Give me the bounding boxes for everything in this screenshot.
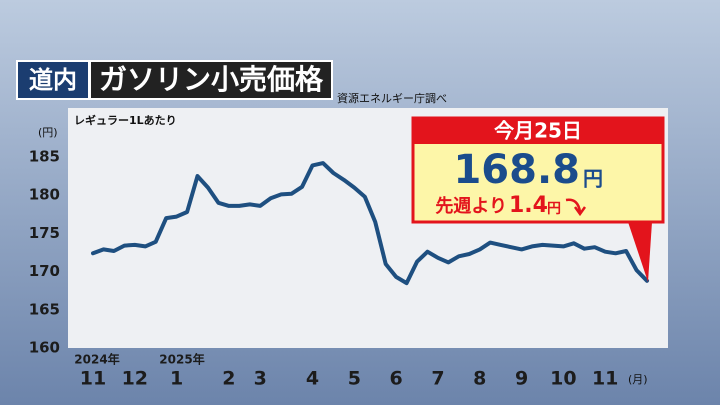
x-tick-label: 2 — [222, 368, 235, 390]
change-prefix: 先週より — [435, 195, 507, 217]
x-tick-label: 10 — [550, 368, 576, 390]
y-tick-label: 160 — [29, 339, 60, 357]
down-arrow — [565, 198, 587, 217]
title-box — [89, 60, 333, 100]
x-tick-label: 11 — [80, 368, 106, 390]
x-tick-label: 11 — [592, 368, 618, 390]
callout-pointer — [628, 222, 652, 282]
y-tick-label: 165 — [29, 300, 60, 318]
y-unit: (円) — [38, 126, 58, 139]
x-tick-label: 12 — [122, 368, 148, 390]
y-tick-label: 185 — [29, 148, 60, 166]
y-tick-label: 180 — [29, 186, 60, 204]
y-tick-label: 170 — [29, 262, 60, 280]
x-tick-label: 8 — [473, 368, 486, 390]
chart-title: ガソリン小売価格 — [99, 63, 324, 96]
x-tick-label: 6 — [390, 368, 403, 390]
callout-date: 今月25日 — [494, 119, 582, 143]
year-label: 2025年 — [159, 352, 204, 367]
x-tick-label: 7 — [431, 368, 444, 390]
change-value: 1.4 — [509, 193, 548, 218]
x-tick-label: 5 — [348, 368, 361, 390]
region-box — [16, 60, 90, 100]
callout-value: 168.8 — [453, 147, 580, 193]
x-unit: (月) — [628, 373, 648, 386]
x-tick-label: 3 — [254, 368, 267, 390]
x-tick-label: 4 — [306, 368, 319, 390]
x-tick-label: 1 — [170, 368, 183, 390]
region: 道内 — [29, 66, 77, 94]
price-line — [91, 161, 649, 286]
note: レギュラー1Lあたり — [74, 113, 177, 127]
year-label: 2024年 — [74, 352, 119, 367]
y-tick-label: 175 — [29, 224, 60, 242]
x-tick-label: 9 — [515, 368, 528, 390]
callout-unit: 円 — [583, 167, 603, 191]
callout-header — [413, 118, 663, 144]
source: 資源エネルギー庁調べ — [337, 91, 447, 105]
change-unit: 円 — [547, 201, 561, 217]
